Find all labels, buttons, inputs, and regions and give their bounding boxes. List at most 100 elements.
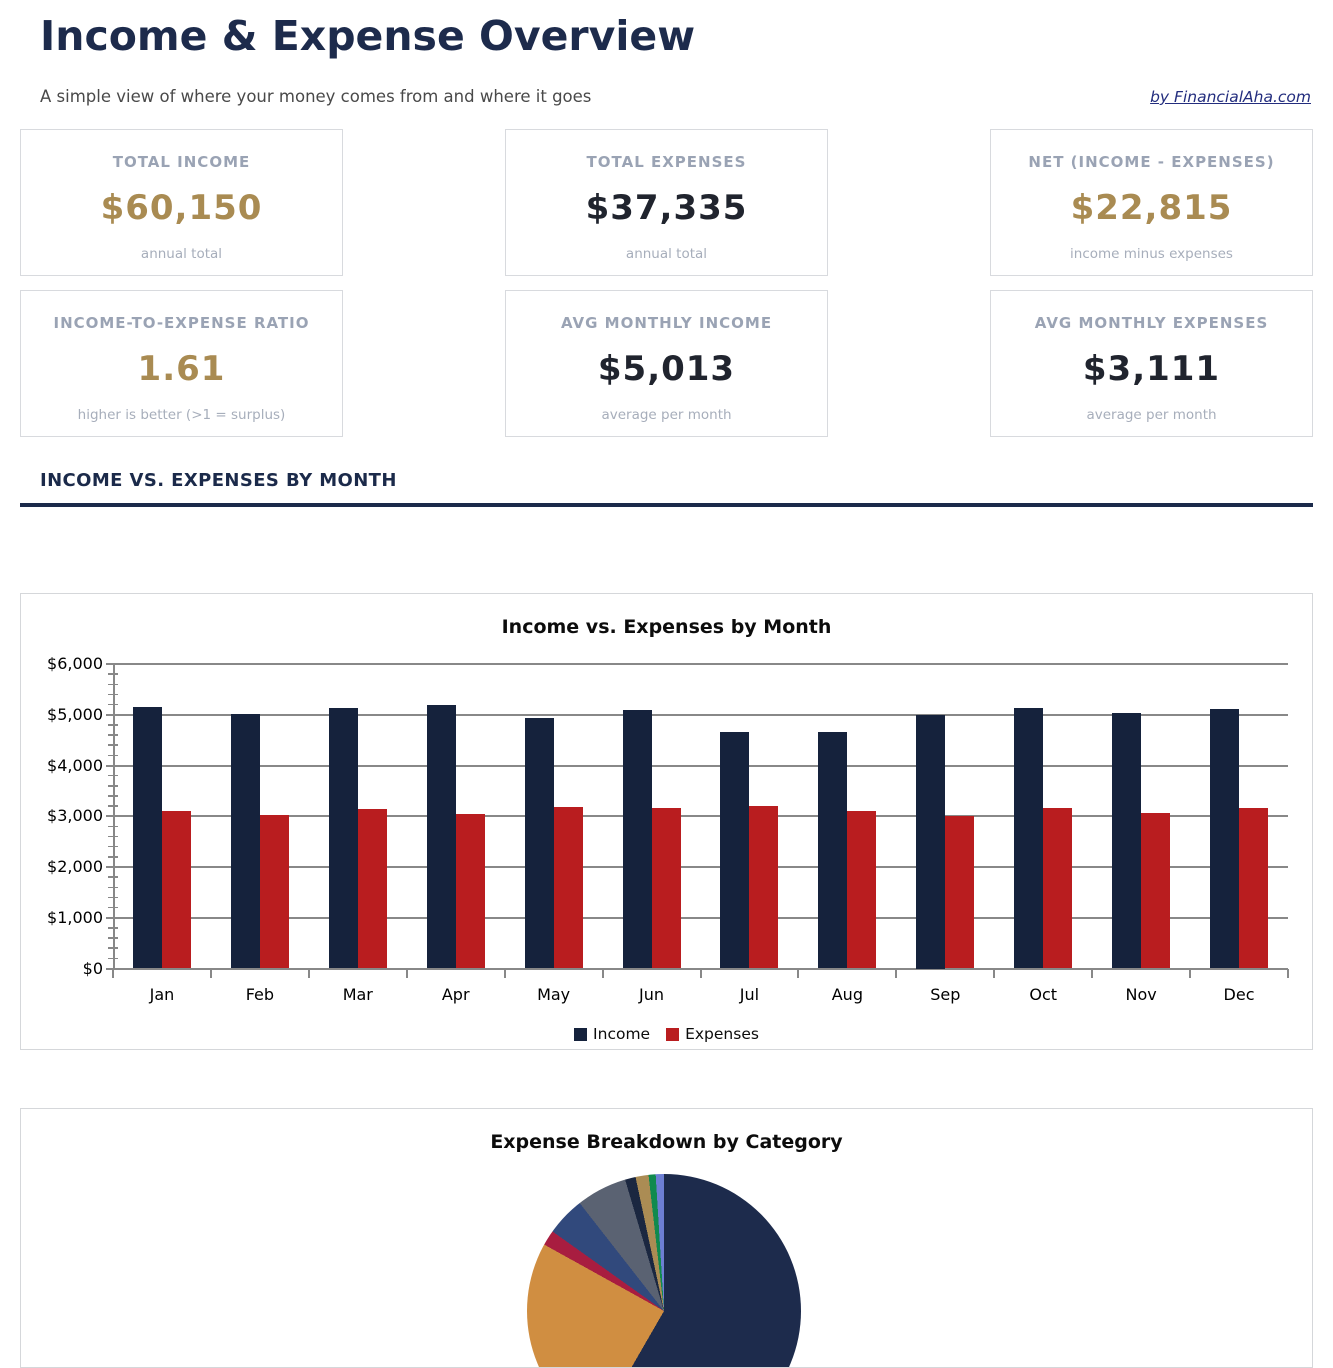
gridline: [113, 866, 1288, 868]
x-axis-tick: [112, 968, 114, 978]
gridline: [113, 663, 1288, 665]
legend-label: Income: [593, 1025, 651, 1043]
legend-item-expenses: Expenses: [666, 1025, 759, 1043]
y-major-tick: [106, 916, 113, 919]
kpi-value: $5,013: [597, 349, 736, 389]
y-axis-tick-label: $0: [82, 958, 103, 978]
x-axis-label-mar: Mar: [342, 985, 373, 1004]
x-axis-tick: [797, 968, 800, 978]
bar-expenses-jun: [651, 808, 681, 969]
x-axis-tick: [601, 968, 604, 978]
x-axis-tick: [209, 968, 212, 978]
bar-expenses-jan: [161, 810, 191, 969]
gridline: [113, 815, 1288, 818]
pie-chart-title: Expense Breakdown by Category: [490, 1131, 843, 1153]
kpi-label: INCOME-TO-EXPENSE RATIO: [53, 314, 310, 332]
kpi-card-total-income: TOTAL INCOME $60,150 annual total: [20, 129, 343, 276]
bar-expenses-dec: [1239, 807, 1269, 969]
bar-income-apr: [426, 704, 456, 969]
kpi-value: $3,111: [1082, 349, 1221, 389]
kpi-label: TOTAL EXPENSES: [586, 153, 747, 171]
x-axis-tick: [895, 968, 898, 978]
section-title: INCOME VS. EXPENSES BY MONTH: [40, 470, 397, 491]
bar-income-may: [524, 717, 554, 969]
y-major-tick: [106, 866, 113, 868]
x-axis-label-dec: Dec: [1223, 985, 1255, 1004]
pie-graphic: [527, 1174, 801, 1367]
bar-chart-title: Income vs. Expenses by Month: [501, 616, 832, 638]
kpi-card-ratio: INCOME-TO-EXPENSE RATIO 1.61 higher is b…: [20, 290, 343, 437]
x-axis-label-nov: Nov: [1125, 985, 1157, 1004]
kpi-sub: higher is better (>1 = surplus): [77, 407, 286, 423]
y-major-tick: [106, 967, 113, 970]
x-axis-label-oct: Oct: [1029, 985, 1058, 1004]
y-axis-tick-label: $3,000: [47, 806, 103, 826]
x-axis-tick: [993, 968, 996, 978]
bar-chart-legend: Income Expenses: [21, 1025, 1312, 1043]
x-axis-label-apr: Apr: [441, 985, 470, 1004]
bar-expenses-may: [553, 807, 583, 969]
kpi-card-net: NET (INCOME - EXPENSES) $22,815 income m…: [990, 129, 1313, 276]
x-axis-tick: [1287, 968, 1289, 978]
y-axis-line: [113, 664, 115, 969]
kpi-grid: TOTAL INCOME $60,150 annual total TOTAL …: [20, 129, 1313, 437]
bar-income-dec: [1210, 709, 1240, 969]
kpi-value: 1.61: [137, 349, 226, 389]
bar-chart-card: Income vs. Expenses by Month $0 $1,000 $2,…: [20, 593, 1313, 1050]
bar-income-aug: [818, 732, 848, 969]
x-axis-label-feb: Feb: [245, 985, 275, 1004]
bar-expenses-apr: [455, 814, 485, 969]
page-title: Income & Expense Overview: [40, 12, 696, 60]
x-axis-tick: [1189, 968, 1192, 978]
legend-label: Expenses: [685, 1025, 759, 1043]
kpi-label: AVG MONTHLY INCOME: [560, 314, 773, 332]
x-axis-tick: [503, 968, 506, 978]
bar-expenses-jul: [749, 805, 779, 969]
legend-item-income: Income: [574, 1025, 650, 1043]
kpi-sub: average per month: [1086, 407, 1217, 423]
bar-expenses-mar: [357, 809, 387, 969]
section-divider: [20, 503, 1313, 507]
bar-expenses-sep: [945, 815, 975, 969]
x-axis-tick: [307, 968, 310, 978]
kpi-value: $60,150: [100, 188, 263, 228]
y-axis-tick-label: $2,000: [47, 857, 103, 876]
kpi-card-avg-expenses: AVG MONTHLY EXPENSES $3,111 average per …: [990, 290, 1313, 437]
y-axis-tick-label: $5,000: [47, 704, 103, 724]
bar-income-mar: [328, 707, 358, 969]
x-axis-tick: [699, 968, 702, 978]
bar-expenses-feb: [259, 815, 289, 969]
bar-income-oct: [1014, 707, 1044, 969]
x-axis-label-aug: Aug: [831, 985, 863, 1004]
kpi-value: $37,335: [585, 188, 748, 228]
pie-chart-card: Expense Breakdown by Category: [20, 1108, 1313, 1368]
x-axis-label-jan: Jan: [149, 985, 175, 1004]
x-axis-label-jun: Jun: [639, 985, 665, 1004]
bar-chart-plot: $0 $1,000 $2,000 $3,000 $4,000 $5,000 $6,000 Ja…: [21, 594, 1312, 1049]
x-axis-label-sep: Sep: [930, 985, 961, 1004]
bar-expenses-oct: [1043, 808, 1073, 969]
credit-link[interactable]: by FinancialAha.com: [1150, 88, 1311, 106]
kpi-label: TOTAL INCOME: [112, 153, 251, 171]
x-axis-tick: [405, 968, 408, 978]
y-major-tick: [106, 764, 113, 767]
y-axis-tick-label: $6,000: [47, 654, 103, 673]
kpi-sub: annual total: [140, 246, 223, 262]
legend-swatch-income: [574, 1027, 588, 1041]
bar-expenses-aug: [847, 811, 877, 969]
kpi-label: NET (INCOME - EXPENSES): [1028, 153, 1275, 171]
kpi-value: $22,815: [1070, 188, 1233, 228]
x-axis-label-jul: Jul: [739, 985, 760, 1004]
y-axis-tick-label: $4,000: [47, 755, 103, 775]
x-axis-tick: [1091, 968, 1094, 978]
kpi-card-avg-income: AVG MONTHLY INCOME $5,013 average per mo…: [505, 290, 828, 437]
legend-swatch-expenses: [666, 1027, 680, 1041]
y-major-tick: [106, 815, 113, 818]
kpi-card-total-expenses: TOTAL EXPENSES $37,335 annual total: [505, 129, 828, 276]
bar-income-jun: [622, 709, 652, 969]
bar-income-jul: [720, 732, 750, 969]
bar-expenses-nov: [1141, 813, 1171, 969]
page-subtitle: A simple view of where your money comes …: [40, 87, 592, 106]
kpi-label: AVG MONTHLY EXPENSES: [1034, 314, 1269, 332]
bar-income-nov: [1112, 712, 1142, 969]
